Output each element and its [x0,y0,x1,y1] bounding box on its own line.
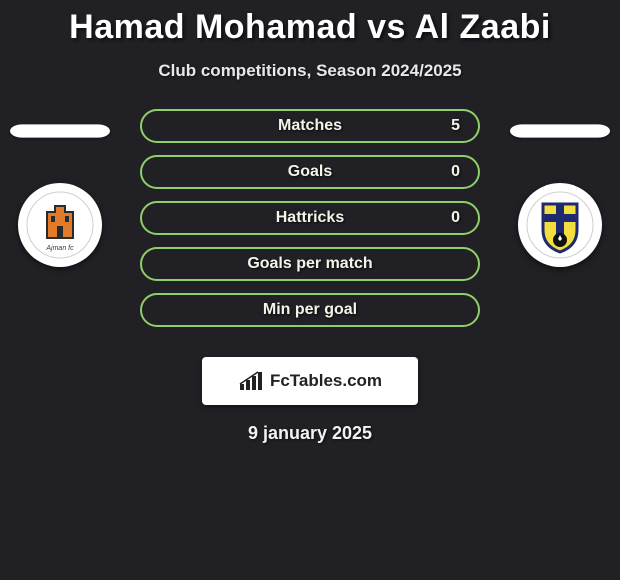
stat-value: 0 [451,209,460,227]
stat-row-hattricks: Hattricks 0 [140,201,480,235]
stat-label: Goals per match [247,255,372,273]
left-player-pill [10,124,110,137]
comparison-area: Ajman fc Matches 5 [0,109,620,339]
left-club-badge: Ajman fc [18,183,102,267]
left-side: Ajman fc [10,119,110,267]
stat-label: Goals [288,163,332,181]
stat-label: Min per goal [263,301,357,319]
stat-label: Matches [278,117,342,135]
inter-zapresic-logo-icon [525,190,595,260]
stat-row-goals-per-match: Goals per match [140,247,480,281]
bar-chart-icon [238,370,264,392]
right-player-pill [510,124,610,137]
right-side [510,119,610,267]
stat-value: 5 [451,117,460,135]
svg-text:Ajman fc: Ajman fc [45,245,74,252]
page-title: Hamad Mohamad vs Al Zaabi [0,8,620,47]
stat-value: 0 [451,163,460,181]
stat-label: Hattricks [276,209,344,227]
stats-column: Matches 5 Goals 0 Hattricks 0 Goals per … [140,109,480,327]
page-subtitle: Club competitions, Season 2024/2025 [0,61,620,81]
right-club-badge [518,183,602,267]
brand-box[interactable]: FcTables.com [202,357,418,405]
stat-row-min-per-goal: Min per goal [140,293,480,327]
brand-text: FcTables.com [270,371,382,391]
ajman-logo-icon: Ajman fc [25,190,95,260]
footer-date: 9 january 2025 [0,423,620,444]
comparison-card: Hamad Mohamad vs Al Zaabi Club competiti… [0,0,620,444]
stat-row-matches: Matches 5 [140,109,480,143]
stat-row-goals: Goals 0 [140,155,480,189]
